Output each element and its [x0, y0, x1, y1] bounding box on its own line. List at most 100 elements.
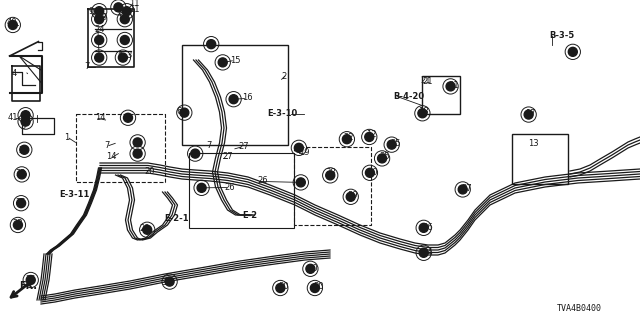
Circle shape — [418, 109, 427, 118]
Text: 14: 14 — [106, 152, 116, 161]
Text: E-3-10: E-3-10 — [268, 109, 298, 118]
Text: 20: 20 — [144, 167, 154, 176]
Text: TVA4B0400: TVA4B0400 — [557, 304, 602, 313]
Text: 35: 35 — [380, 152, 390, 161]
Text: 6: 6 — [177, 107, 182, 116]
Bar — [512, 134, 568, 184]
Circle shape — [95, 36, 104, 44]
Circle shape — [306, 264, 315, 273]
Circle shape — [95, 15, 104, 24]
Circle shape — [21, 117, 30, 126]
Text: 37: 37 — [461, 184, 472, 193]
Circle shape — [124, 113, 132, 122]
Text: 26: 26 — [224, 183, 235, 192]
Circle shape — [276, 284, 285, 292]
Text: 28: 28 — [18, 146, 29, 155]
Circle shape — [524, 110, 533, 119]
Text: E-2: E-2 — [242, 211, 257, 220]
Circle shape — [133, 138, 142, 147]
Text: 7: 7 — [84, 62, 89, 71]
Text: E-2-1: E-2-1 — [164, 214, 188, 223]
Circle shape — [365, 132, 374, 141]
Circle shape — [118, 53, 127, 62]
Circle shape — [296, 178, 305, 187]
Circle shape — [342, 135, 351, 144]
Text: 4: 4 — [12, 69, 17, 78]
Circle shape — [346, 192, 355, 201]
Circle shape — [446, 82, 455, 91]
Text: 21: 21 — [420, 76, 431, 85]
Circle shape — [17, 170, 26, 179]
Circle shape — [197, 183, 206, 192]
Text: 38: 38 — [325, 168, 336, 177]
Text: 17: 17 — [525, 109, 536, 118]
Text: 16: 16 — [242, 93, 253, 102]
Text: 34: 34 — [422, 248, 433, 257]
Bar — [294, 147, 371, 225]
Circle shape — [120, 36, 129, 44]
Text: E-3-11: E-3-11 — [59, 190, 89, 199]
Circle shape — [95, 7, 104, 16]
Circle shape — [218, 58, 227, 67]
Text: 14: 14 — [95, 113, 105, 122]
Text: 8: 8 — [117, 52, 122, 61]
Circle shape — [165, 277, 174, 286]
Text: 7: 7 — [207, 141, 212, 150]
Circle shape — [21, 111, 30, 120]
Bar — [422, 76, 460, 114]
Circle shape — [207, 40, 216, 49]
Circle shape — [133, 149, 142, 158]
Circle shape — [568, 47, 577, 56]
Text: 27: 27 — [222, 152, 233, 161]
Circle shape — [326, 171, 335, 180]
Text: 22: 22 — [343, 133, 353, 142]
Text: 11: 11 — [129, 0, 140, 8]
Circle shape — [8, 20, 17, 29]
Text: B-4-20: B-4-20 — [394, 92, 425, 101]
Text: 29: 29 — [140, 224, 150, 233]
Circle shape — [120, 15, 129, 24]
Circle shape — [310, 284, 319, 292]
Circle shape — [26, 276, 35, 284]
Text: 3: 3 — [126, 52, 131, 60]
Text: 25: 25 — [15, 198, 26, 207]
Text: FR.: FR. — [19, 281, 37, 292]
Text: 1: 1 — [64, 133, 69, 142]
Text: 9: 9 — [88, 7, 93, 16]
Text: 27: 27 — [239, 142, 250, 151]
Text: 41: 41 — [8, 113, 18, 122]
Text: 18: 18 — [419, 107, 429, 116]
Bar — [189, 153, 294, 228]
Text: 2: 2 — [282, 72, 287, 81]
Text: 7: 7 — [104, 141, 109, 150]
Circle shape — [143, 225, 152, 234]
Circle shape — [95, 53, 104, 62]
Text: 30: 30 — [314, 282, 324, 291]
Text: 25: 25 — [26, 275, 36, 284]
Circle shape — [122, 7, 131, 16]
Bar — [182, 45, 288, 145]
Circle shape — [365, 168, 374, 177]
Circle shape — [387, 140, 396, 149]
Circle shape — [180, 108, 189, 117]
Circle shape — [458, 185, 467, 194]
Text: 32: 32 — [15, 169, 26, 178]
Text: 30: 30 — [278, 282, 289, 291]
Text: 26: 26 — [257, 176, 268, 185]
Circle shape — [294, 143, 303, 152]
Text: 13: 13 — [528, 140, 539, 148]
Text: 24: 24 — [95, 25, 105, 34]
Text: 40: 40 — [6, 18, 17, 27]
Text: 11: 11 — [129, 5, 140, 14]
Text: 23: 23 — [13, 220, 24, 228]
Circle shape — [20, 145, 29, 154]
Text: 33: 33 — [163, 278, 174, 287]
Text: 5: 5 — [20, 122, 26, 131]
Text: 30: 30 — [307, 264, 318, 273]
Text: 31: 31 — [448, 81, 459, 90]
Circle shape — [13, 220, 22, 229]
Circle shape — [229, 95, 238, 104]
Text: 21: 21 — [422, 77, 433, 86]
Text: 15: 15 — [230, 56, 241, 65]
Circle shape — [114, 3, 123, 12]
